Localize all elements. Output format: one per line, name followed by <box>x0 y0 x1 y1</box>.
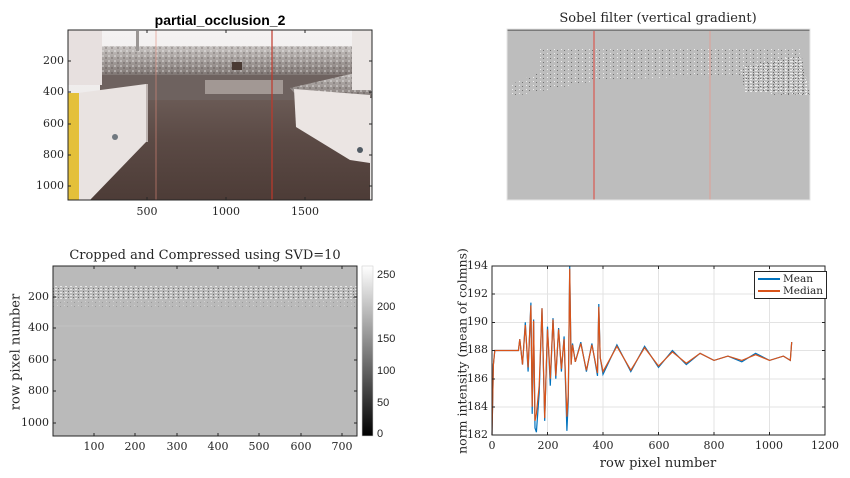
y-tick: 190 <box>467 315 488 328</box>
y-tick: 1000 <box>36 179 64 192</box>
y-tick: 186 <box>467 372 488 385</box>
x-tick: 500 <box>136 205 158 218</box>
y-tick: 400 <box>28 321 49 334</box>
x-tick: 500 <box>248 440 270 453</box>
y-tick: 800 <box>43 148 64 161</box>
colorbar-tick: 250 <box>377 269 396 281</box>
x-tick: 1500 <box>291 205 319 218</box>
legend-label: Mean <box>783 273 813 285</box>
y-tick: 400 <box>43 85 64 98</box>
y-tick: 192 <box>467 287 488 300</box>
legend-item-mean: Mean <box>758 273 823 285</box>
x-tick: 400 <box>207 440 229 453</box>
x-tick: 800 <box>703 439 725 452</box>
photo-title: partial_occlusion_2 <box>154 12 286 28</box>
sobel-title: Sobel filter (vertical gradient) <box>559 11 757 26</box>
colorbar-tick: 0 <box>377 428 384 440</box>
x-tick: 0 <box>488 439 496 452</box>
series-median <box>491 268 793 436</box>
legend-label: Median <box>783 285 824 297</box>
legend-swatch-mean <box>758 278 780 280</box>
x-tick: 600 <box>290 440 312 453</box>
y-tick: 194 <box>467 259 488 272</box>
legend: Mean Median <box>754 271 828 299</box>
grid <box>492 266 825 435</box>
photo-image <box>68 30 372 200</box>
y-tick: 1000 <box>21 416 49 429</box>
y-tick: 184 <box>467 400 488 413</box>
x-tick: 400 <box>592 439 614 452</box>
colorbar <box>361 265 374 437</box>
profile-xlabel: row pixel number <box>599 456 717 471</box>
colorbar-tick: 50 <box>377 397 390 409</box>
y-tick: 182 <box>467 428 488 441</box>
x-tick: 200 <box>537 439 559 452</box>
x-tick: 1000 <box>755 439 783 452</box>
x-tick: 600 <box>648 439 670 452</box>
y-tick: 600 <box>28 353 49 366</box>
x-tick: 700 <box>331 440 353 453</box>
legend-item-median: Median <box>758 285 823 297</box>
y-tick: 188 <box>467 343 488 356</box>
y-tick: 600 <box>43 117 64 130</box>
colorbar-tick: 150 <box>377 333 396 345</box>
x-tick: 1200 <box>811 439 839 452</box>
colorbar-tick: 200 <box>377 301 396 313</box>
x-tick: 200 <box>124 440 146 453</box>
y-tick: 200 <box>43 54 64 67</box>
legend-swatch-median <box>758 290 780 292</box>
y-tick: 800 <box>28 384 49 397</box>
x-tick: 100 <box>83 440 105 453</box>
colorbar-tick: 100 <box>377 365 396 377</box>
svd-title: Cropped and Compressed using SVD=10 <box>69 248 341 263</box>
y-tick: 200 <box>28 290 49 303</box>
x-tick: 1000 <box>212 205 240 218</box>
x-tick: 300 <box>166 440 188 453</box>
